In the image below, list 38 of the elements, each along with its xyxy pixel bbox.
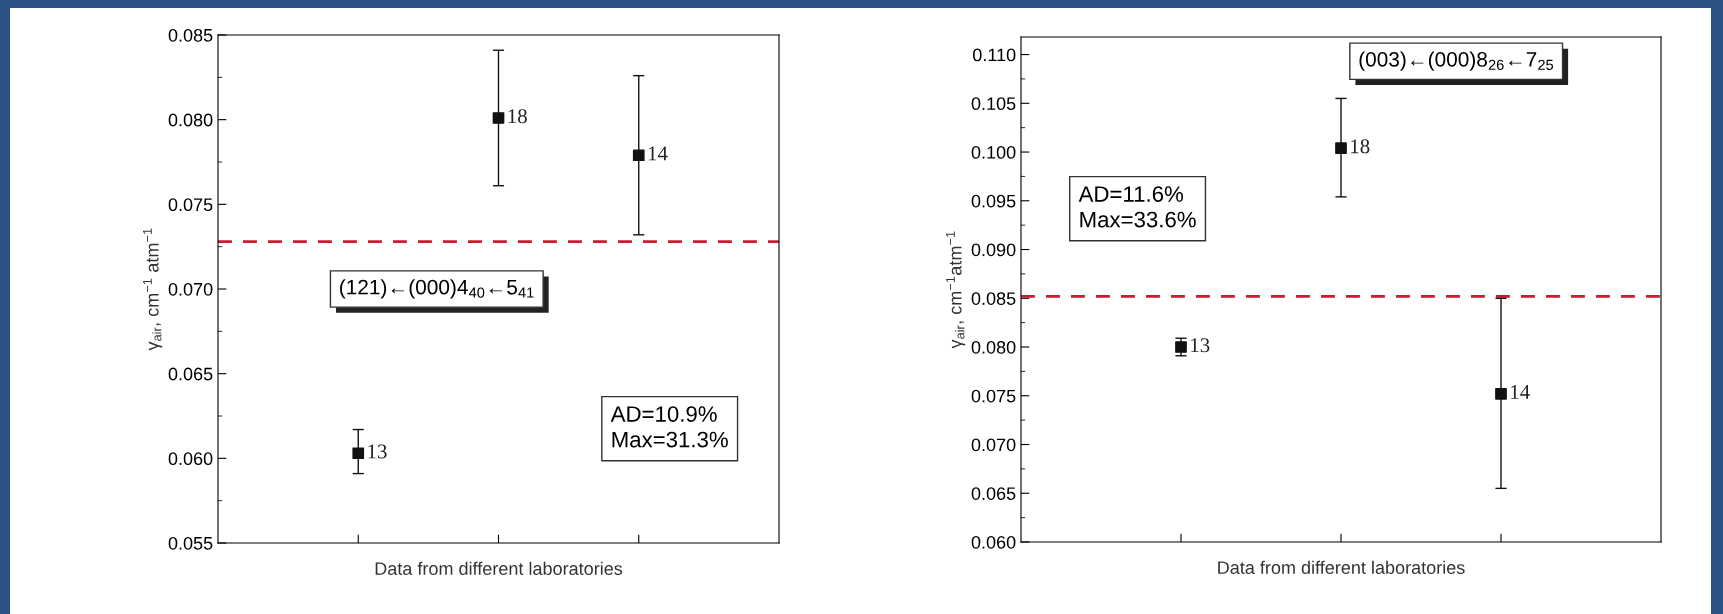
point <box>492 112 505 124</box>
annotation: AD=10.9% Max=31.3% <box>610 406 728 448</box>
y-tick-label: 0.085 <box>971 292 1016 305</box>
y-tick-label: 0.075 <box>971 389 1016 403</box>
x-axis-title: Data from different laboratories <box>375 561 623 576</box>
annotation: 14 <box>648 146 668 161</box>
annotation: 18 <box>508 109 527 124</box>
point <box>352 447 365 460</box>
y-axis-title: γ$_{air}$, cm$^{−1}$atm$^{−1}$ <box>946 231 966 349</box>
annotation: (003)←(000)8$_{26}$←7$_{25}$ <box>1359 51 1554 71</box>
y-tick-label: 0.075 <box>168 198 213 212</box>
y-tick-label: 0.080 <box>168 113 213 127</box>
annotation: 13 <box>368 444 387 459</box>
point <box>1175 341 1187 353</box>
y-tick-label: 0.060 <box>971 535 1016 549</box>
annotation: 18 <box>1351 139 1370 154</box>
y-tick-label: 0.110 <box>973 48 1016 62</box>
point <box>1495 387 1507 400</box>
y-axis-title: γ$_{air}$, cm$^{−1}$ atm$^{−1}$ <box>143 228 163 351</box>
annotation: AD=11.6% Max=33.6% <box>1078 186 1196 228</box>
annotation: 13 <box>1191 338 1210 353</box>
y-tick-label: 0.095 <box>971 194 1016 208</box>
y-tick-label: 0.085 <box>168 28 213 42</box>
y-tick-label: 0.065 <box>168 367 213 381</box>
y-tick-label: 0.100 <box>971 145 1016 159</box>
y-tick-label: 0.070 <box>971 438 1016 452</box>
annotation: 14 <box>1511 385 1530 399</box>
y-tick-label: 0.070 <box>168 282 213 296</box>
y-tick-label: 0.090 <box>971 243 1016 257</box>
point <box>632 149 645 162</box>
y-tick-label: 0.060 <box>168 452 213 466</box>
y-tick-label: 0.080 <box>971 340 1016 354</box>
y-tick-label: 0.065 <box>971 487 1016 500</box>
annotation: (121)←(000)4$_{40}$←5$_{41}$ <box>340 279 534 299</box>
y-tick-label: 0.105 <box>971 97 1016 111</box>
point <box>1335 142 1347 154</box>
x-axis-title: Data from different laboratories <box>1218 560 1465 575</box>
y-tick-label: 0.055 <box>168 536 213 550</box>
